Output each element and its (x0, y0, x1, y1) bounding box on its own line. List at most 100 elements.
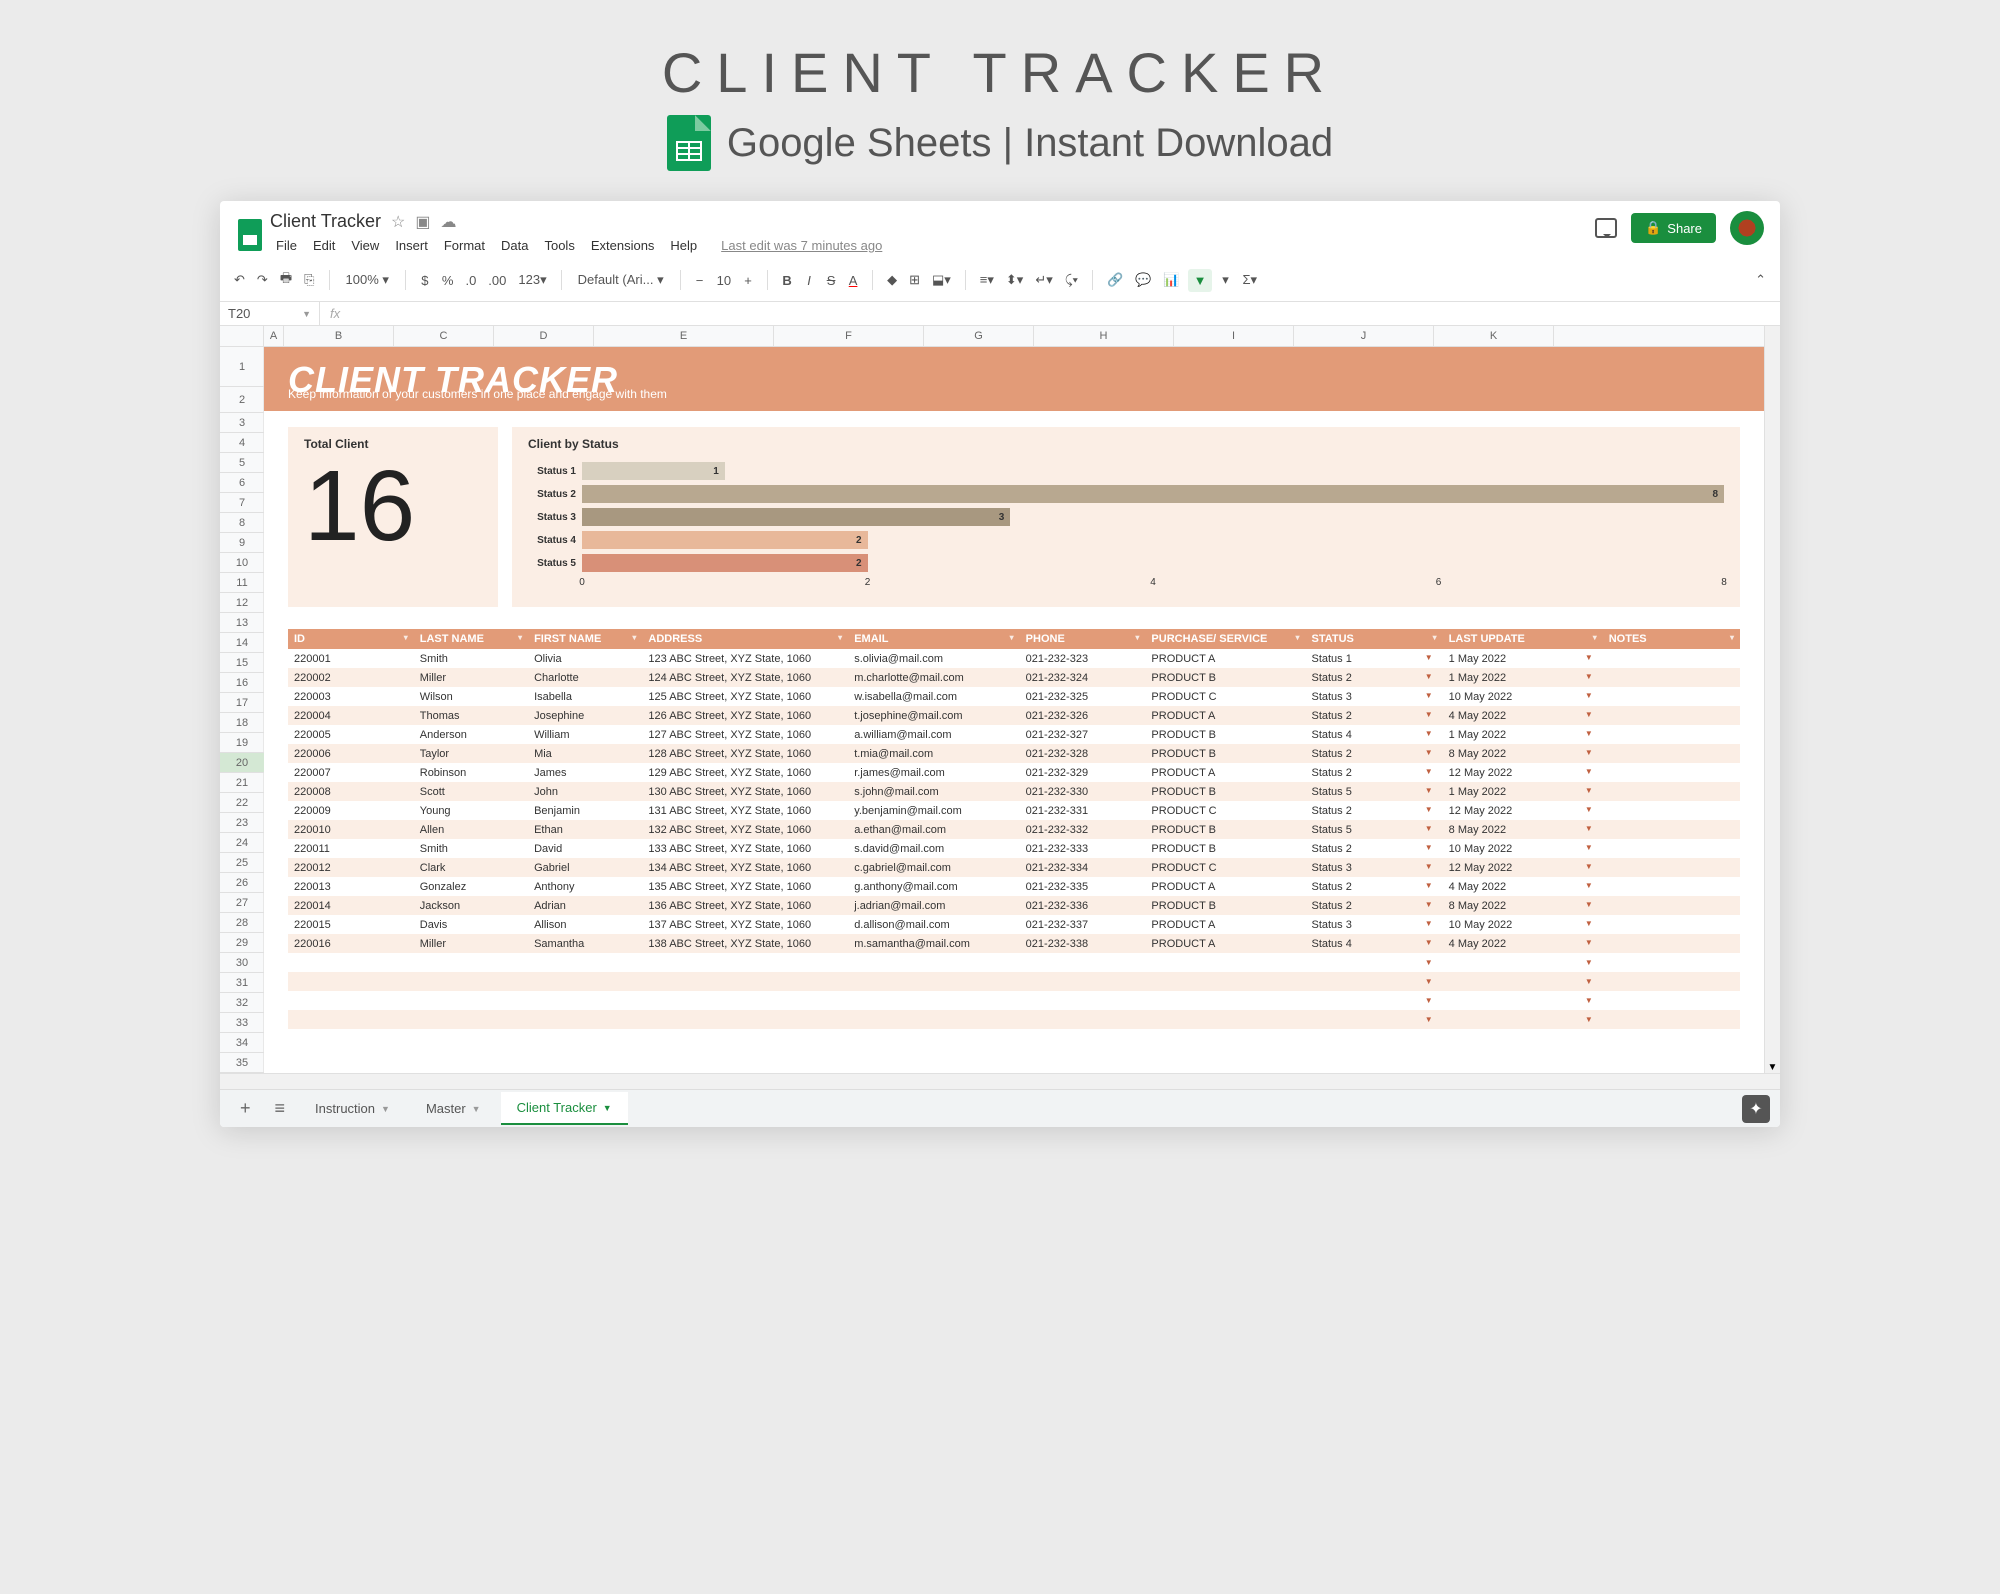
th-purchase-service[interactable]: PURCHASE/ SERVICE▾ (1145, 629, 1305, 649)
explore-button[interactable]: ✦ (1742, 1095, 1770, 1123)
share-button[interactable]: 🔒 Share (1631, 213, 1716, 243)
column-headers[interactable]: ABCDEFGHIJK (220, 326, 1764, 347)
th-first-name[interactable]: FIRST NAME▾ (528, 629, 642, 649)
row-header-13[interactable]: 13 (220, 613, 264, 633)
table-row[interactable]: 220016MillerSamantha138 ABC Street, XYZ … (288, 934, 1740, 953)
spreadsheet-grid[interactable]: CLIENT TRACKER Keep information of your … (264, 347, 1764, 1073)
col-header-I[interactable]: I (1174, 326, 1294, 346)
row-header-24[interactable]: 24 (220, 833, 264, 853)
table-row[interactable]: 220007RobinsonJames129 ABC Street, XYZ S… (288, 763, 1740, 782)
col-header-B[interactable]: B (284, 326, 394, 346)
row-header-14[interactable]: 14 (220, 633, 264, 653)
link-button[interactable]: 🔗 (1103, 268, 1127, 292)
currency-button[interactable]: $ (416, 269, 434, 292)
menu-extensions[interactable]: Extensions (585, 236, 661, 255)
row-header-2[interactable]: 2 (220, 387, 264, 413)
row-header-12[interactable]: 12 (220, 593, 264, 613)
row-header-33[interactable]: 33 (220, 1013, 264, 1033)
row-header-28[interactable]: 28 (220, 913, 264, 933)
v-align-button[interactable]: ⬍▾ (1002, 268, 1027, 292)
col-header-F[interactable]: F (774, 326, 924, 346)
client-table[interactable]: ID▾LAST NAME▾FIRST NAME▾ADDRESS▾EMAIL▾PH… (288, 629, 1740, 1029)
row-header-1[interactable]: 1 (220, 347, 264, 387)
col-header-A[interactable]: A (264, 326, 284, 346)
row-header-23[interactable]: 23 (220, 813, 264, 833)
row-header-31[interactable]: 31 (220, 973, 264, 993)
row-header-34[interactable]: 34 (220, 1033, 264, 1053)
functions-button[interactable]: Σ▾ (1238, 268, 1261, 292)
print-button[interactable]: 🖶 (276, 265, 296, 295)
undo-button[interactable]: ↶ (230, 268, 249, 292)
more-formats-button[interactable]: 123▾ (514, 268, 550, 292)
increase-decimal-button[interactable]: .00 (484, 269, 510, 292)
th-notes[interactable]: NOTES▾ (1603, 629, 1740, 649)
collapse-toolbar-button[interactable]: ⌃ (1751, 268, 1770, 292)
tab-instruction[interactable]: Instruction▼ (299, 1093, 406, 1124)
table-row[interactable]: 220004ThomasJosephine126 ABC Street, XYZ… (288, 706, 1740, 725)
col-header-E[interactable]: E (594, 326, 774, 346)
table-row[interactable]: 220003WilsonIsabella125 ABC Street, XYZ … (288, 687, 1740, 706)
th-last-name[interactable]: LAST NAME▾ (414, 629, 528, 649)
row-header-35[interactable]: 35 (220, 1053, 264, 1073)
menu-file[interactable]: File (270, 236, 303, 255)
table-row[interactable]: 220008ScottJohn130 ABC Street, XYZ State… (288, 782, 1740, 801)
th-phone[interactable]: PHONE▾ (1020, 629, 1146, 649)
menu-help[interactable]: Help (664, 236, 703, 255)
row-header-15[interactable]: 15 (220, 653, 264, 673)
row-header-9[interactable]: 9 (220, 533, 264, 553)
row-header-25[interactable]: 25 (220, 853, 264, 873)
th-email[interactable]: EMAIL▾ (848, 629, 1019, 649)
col-header-J[interactable]: J (1294, 326, 1434, 346)
col-header-K[interactable]: K (1434, 326, 1554, 346)
star-icon[interactable]: ☆ (391, 212, 405, 232)
font-select[interactable]: Default (Ari... ▾ (572, 268, 670, 292)
table-row[interactable]: 220013GonzalezAnthony135 ABC Street, XYZ… (288, 877, 1740, 896)
row-header-5[interactable]: 5 (220, 453, 264, 473)
th-status[interactable]: STATUS▾ (1305, 629, 1442, 649)
col-header-C[interactable]: C (394, 326, 494, 346)
table-row[interactable]: 220006TaylorMia128 ABC Street, XYZ State… (288, 744, 1740, 763)
chart-button[interactable]: 📊 (1159, 268, 1183, 292)
menu-format[interactable]: Format (438, 236, 491, 255)
filter-dropdown[interactable]: ▾ (1216, 268, 1234, 292)
decrease-decimal-button[interactable]: .0 (461, 269, 480, 292)
horizontal-scrollbar[interactable] (220, 1073, 1780, 1089)
table-row[interactable]: 220010AllenEthan132 ABC Street, XYZ Stat… (288, 820, 1740, 839)
row-header-18[interactable]: 18 (220, 713, 264, 733)
col-header-G[interactable]: G (924, 326, 1034, 346)
col-header-D[interactable]: D (494, 326, 594, 346)
row-header-10[interactable]: 10 (220, 553, 264, 573)
row-header-7[interactable]: 7 (220, 493, 264, 513)
last-edit-link[interactable]: Last edit was 7 minutes ago (715, 236, 888, 255)
document-title[interactable]: Client Tracker (270, 211, 381, 232)
comment-button[interactable]: 💬 (1131, 268, 1155, 292)
text-color-button[interactable]: A (844, 269, 862, 292)
menu-insert[interactable]: Insert (389, 236, 434, 255)
all-sheets-button[interactable]: ≡ (265, 1090, 296, 1127)
row-header-6[interactable]: 6 (220, 473, 264, 493)
row-header-16[interactable]: 16 (220, 673, 264, 693)
wrap-button[interactable]: ↵▾ (1031, 268, 1056, 292)
table-row[interactable]: 220011SmithDavid133 ABC Street, XYZ Stat… (288, 839, 1740, 858)
cloud-icon[interactable]: ☁ (441, 212, 457, 232)
tab-master[interactable]: Master▼ (410, 1093, 497, 1124)
paint-format-button[interactable]: ⎘ (300, 268, 318, 292)
fill-color-button[interactable]: ◆ (883, 268, 901, 292)
table-row[interactable]: 220014JacksonAdrian136 ABC Street, XYZ S… (288, 896, 1740, 915)
sheets-app-icon[interactable] (230, 211, 270, 259)
add-sheet-button[interactable]: + (230, 1090, 261, 1127)
filter-button[interactable]: ▼ (1188, 269, 1213, 292)
th-last-update[interactable]: LAST UPDATE▾ (1443, 629, 1603, 649)
table-row[interactable]: 220009YoungBenjamin131 ABC Street, XYZ S… (288, 801, 1740, 820)
row-header-11[interactable]: 11 (220, 573, 264, 593)
comments-icon[interactable] (1595, 218, 1617, 238)
account-avatar[interactable] (1730, 211, 1764, 245)
col-header-H[interactable]: H (1034, 326, 1174, 346)
strike-button[interactable]: S (822, 269, 840, 292)
row-headers[interactable]: 1234567891011121314151617181920212223242… (220, 347, 264, 1073)
vertical-scrollbar[interactable]: ▼ (1764, 326, 1780, 1073)
borders-button[interactable]: ⊞ (905, 268, 924, 292)
rotate-button[interactable]: ⤹▾ (1061, 268, 1082, 292)
row-header-8[interactable]: 8 (220, 513, 264, 533)
row-header-4[interactable]: 4 (220, 433, 264, 453)
